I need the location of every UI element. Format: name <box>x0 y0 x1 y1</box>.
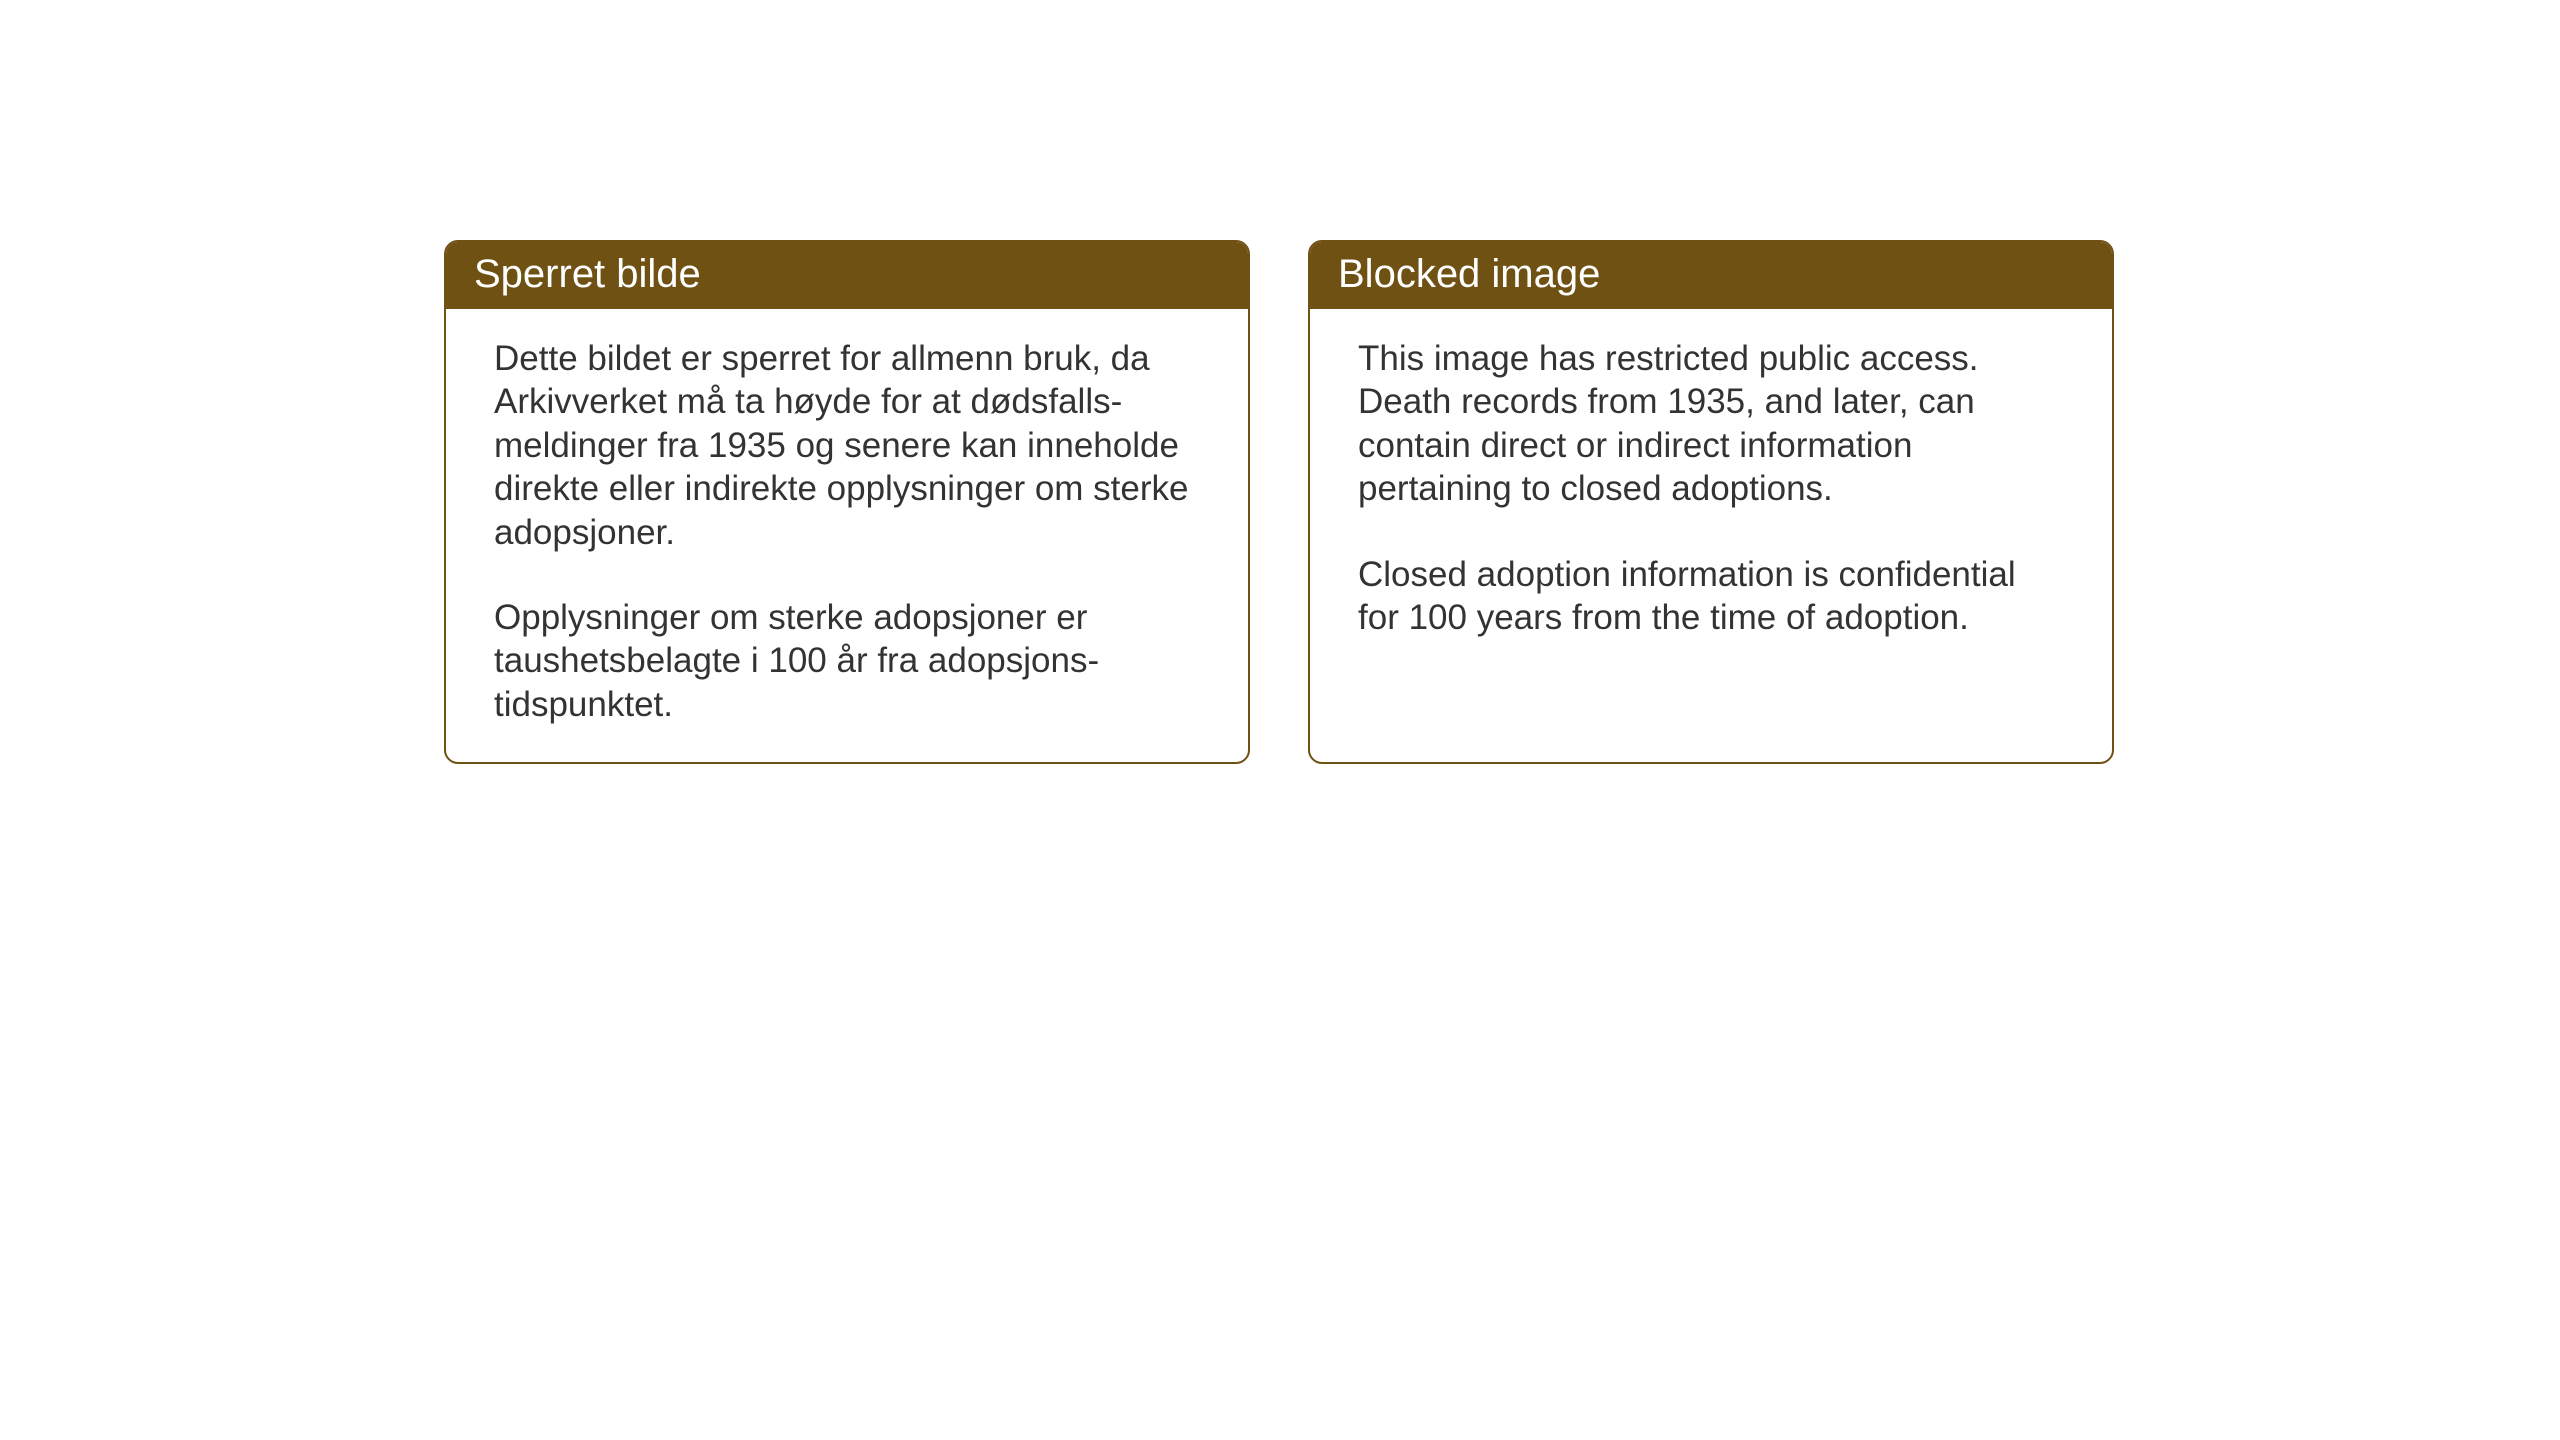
english-paragraph-2: Closed adoption information is confident… <box>1358 553 2064 640</box>
norwegian-paragraph-2: Opplysninger om sterke adopsjoner er tau… <box>494 596 1200 726</box>
norwegian-card-title: Sperret bilde <box>446 242 1248 309</box>
english-notice-card: Blocked image This image has restricted … <box>1308 240 2114 764</box>
norwegian-notice-card: Sperret bilde Dette bildet er sperret fo… <box>444 240 1250 764</box>
english-paragraph-1: This image has restricted public access.… <box>1358 337 2064 511</box>
norwegian-card-body: Dette bildet er sperret for allmenn bruk… <box>446 309 1248 762</box>
norwegian-paragraph-1: Dette bildet er sperret for allmenn bruk… <box>494 337 1200 554</box>
english-card-body: This image has restricted public access.… <box>1310 309 2112 755</box>
english-card-title: Blocked image <box>1310 242 2112 309</box>
notice-cards-container: Sperret bilde Dette bildet er sperret fo… <box>444 240 2560 764</box>
